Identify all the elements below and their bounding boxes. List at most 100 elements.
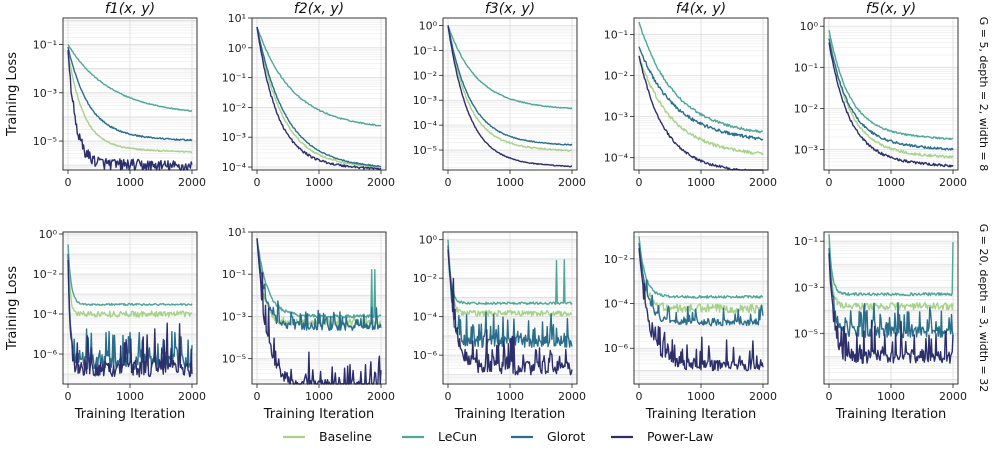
subplot: 10⁻⁶ 10⁻⁴ 10⁻² 10⁰ 0 1000 2000 Training Iterati… — [5, 228, 206, 422]
subplot: 10⁻⁶ 10⁻⁴ 10⁻² 0 1000 2000 Training Iteration — [604, 231, 777, 422]
x-tick-label: 2000 — [178, 176, 206, 189]
y-tick-label: 10⁻⁵ — [33, 135, 57, 148]
subplot: 10⁻⁴ 10⁻³ 10⁻² 10⁻¹ 0 1000 2000 f4(x, y) — [604, 1, 777, 189]
x-tick-label: 1000 — [496, 176, 524, 189]
legend-label: LeCun — [438, 429, 477, 444]
y-tick-label: 10⁻³ — [604, 111, 628, 124]
row-label: G = 20, depth = 3, width = 32 — [977, 224, 990, 392]
legend-label: Baseline — [319, 429, 372, 444]
series-line-lecun — [828, 234, 954, 297]
series-line-baseline — [828, 241, 954, 311]
x-tick-label: 2000 — [367, 176, 395, 189]
y-tick-label: 10⁻⁴ — [222, 161, 247, 174]
y-tick-label: 10⁻² — [604, 70, 628, 83]
series-line-power-law — [447, 249, 573, 376]
y-tick-label: 10⁻³ — [222, 310, 246, 323]
series-line-power-law — [256, 238, 382, 385]
y-tick-label: 10⁻³ — [33, 87, 57, 100]
y-tick-label: 10⁻¹ — [222, 72, 246, 85]
x-tick-label: 0 — [636, 176, 643, 189]
series-line-baseline — [447, 25, 573, 152]
y-tick-label: 10⁻² — [604, 253, 628, 266]
x-tick-label: 1000 — [116, 390, 144, 403]
series-line-lecun — [638, 236, 764, 299]
subplot: 10⁻⁵ 10⁻³ 10⁻¹ 10¹ 0 1000 2000 Training Iterati… — [222, 226, 395, 422]
y-tick-label: 10⁰ — [419, 234, 438, 247]
x-tick-label: 0 — [445, 176, 452, 189]
legend: Baseline LeCun Glorot Power-Law — [283, 429, 713, 444]
y-tick-label: 10⁻⁵ — [222, 353, 246, 366]
x-tick-label: 1000 — [877, 390, 905, 403]
legend-label: Power-Law — [647, 429, 713, 444]
series-line-power-law — [828, 42, 954, 168]
x-tick-label: 0 — [826, 176, 833, 189]
subplot: 10⁻³ 10⁻² 10⁻¹ 10⁰ 0 1000 2000 f5(x, y) — [794, 1, 967, 189]
x-tick-label: 0 — [445, 390, 452, 403]
y-tick-label: 10⁻² — [413, 69, 437, 82]
x-tick-label: 1000 — [687, 176, 715, 189]
series-line-lecun — [256, 26, 382, 127]
row-label: G = 5, depth = 2, width = 8 — [977, 17, 990, 171]
series-line-baseline — [67, 51, 193, 154]
series-line-lecun — [638, 21, 764, 134]
x-tick-label: 0 — [254, 176, 261, 189]
series-line-baseline — [638, 243, 764, 314]
series-line-baseline — [256, 26, 382, 169]
subplot: 10⁻⁵ 10⁻³ 10⁻¹ 0 1000 2000 f1(x, y) Training Lo… — [5, 1, 206, 189]
x-axis-label: Training Iteration — [74, 407, 186, 422]
subplot: 10⁻⁶ 10⁻⁴ 10⁻² 10⁰ 0 1000 2000 Training Iterati… — [413, 231, 586, 422]
x-axis-label: Training Iteration — [454, 407, 566, 422]
series-line-power-law — [447, 25, 573, 168]
series-line-glorot — [828, 248, 954, 339]
y-tick-label: 10⁻⁴ — [413, 311, 438, 324]
series-line-lecun — [447, 25, 573, 110]
x-axis-label: Training Iteration — [645, 407, 757, 422]
y-tick-label: 10⁻² — [794, 102, 818, 115]
series-line-lecun — [447, 239, 573, 306]
y-axis-label: Training Loss — [5, 52, 20, 137]
x-tick-label: 1000 — [687, 390, 715, 403]
series-line-lecun — [67, 244, 193, 307]
series-line-baseline — [67, 244, 193, 318]
y-tick-label: 10⁻¹ — [794, 61, 818, 74]
y-tick-label: 10⁻⁴ — [413, 119, 438, 132]
y-tick-label: 10¹ — [228, 12, 246, 25]
y-tick-label: 10⁻¹ — [604, 28, 628, 41]
x-tick-label: 2000 — [939, 390, 967, 403]
series-line-glorot — [67, 46, 193, 142]
x-tick-label: 2000 — [749, 176, 777, 189]
series-line-power-law — [67, 259, 193, 378]
panel-title: f1(x, y) — [105, 1, 155, 17]
y-tick-label: 10⁻² — [33, 268, 57, 281]
x-tick-label: 2000 — [749, 390, 777, 403]
y-tick-label: 10⁻² — [222, 101, 246, 114]
y-tick-label: 10⁻¹ — [33, 39, 57, 52]
y-tick-label: 10⁻¹ — [222, 268, 246, 281]
x-tick-label: 1000 — [496, 390, 524, 403]
x-tick-label: 0 — [636, 390, 643, 403]
y-tick-label: 10⁰ — [228, 42, 247, 55]
x-tick-label: 0 — [65, 176, 72, 189]
series-line-glorot — [828, 38, 954, 151]
subplot: 10⁻⁵ 10⁻³ 10⁻¹ 0 1000 2000 Training Iteration — [794, 231, 967, 422]
series-line-glorot — [256, 238, 382, 331]
x-axis-label: Training Iteration — [835, 407, 947, 422]
y-tick-label: 10⁰ — [39, 228, 58, 241]
panel-title: f3(x, y) — [485, 1, 535, 17]
subplot: 10⁻⁴ 10⁻³ 10⁻² 10⁻¹ 10⁰ 10¹ 0 1000 2000 f2(x, y) — [222, 1, 395, 189]
x-tick-label: 0 — [254, 390, 261, 403]
y-tick-label: 10⁰ — [800, 20, 819, 33]
y-tick-label: 10⁻³ — [794, 281, 818, 294]
panel-title: f2(x, y) — [294, 1, 344, 17]
series-line-power-law — [828, 253, 954, 364]
series-line-baseline — [828, 35, 954, 159]
y-tick-label: 10⁻¹ — [794, 235, 818, 248]
series-line-lecun — [828, 30, 954, 141]
x-tick-label: 2000 — [178, 390, 206, 403]
series-line-glorot — [447, 25, 573, 146]
y-tick-label: 10⁻⁵ — [794, 327, 818, 340]
y-tick-label: 10⁻⁶ — [413, 349, 438, 362]
y-axis-label: Training Loss — [5, 266, 20, 351]
x-axis-label: Training Iteration — [263, 407, 375, 422]
x-tick-label: 0 — [826, 390, 833, 403]
